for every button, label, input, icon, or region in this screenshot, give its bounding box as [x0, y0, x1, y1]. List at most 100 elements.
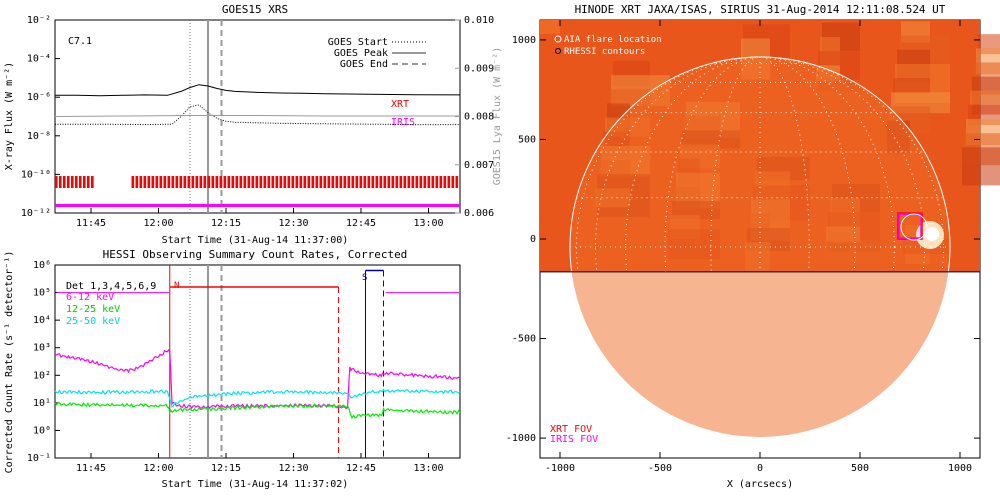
hessi-panel: HESSI Observing Summary Count Rates, Cor…	[4, 248, 461, 490]
xrt-aia-flare-marker	[900, 213, 928, 241]
goes-xrt-coverage-tick	[187, 176, 191, 188]
goes-xrt-coverage-tick	[359, 176, 363, 188]
goes-xrt-coverage-tick	[159, 176, 163, 188]
goes-xrt-coverage-tick	[291, 176, 295, 188]
goes-xrt-coverage-tick	[247, 176, 251, 188]
hessi-ytick-label: 10¹	[33, 398, 51, 409]
goes-xrt-coverage-tick	[75, 176, 78, 188]
hessi-title: HESSI Observing Summary Count Rates, Cor…	[103, 248, 408, 261]
hessi-ytick-label: 10⁵	[33, 288, 51, 299]
goes-y2tick-label: 0.009	[464, 63, 494, 74]
goes-xrt-coverage-tick	[363, 176, 367, 188]
xrt-texture-patch	[893, 78, 930, 94]
goes-xrt-coverage-tick	[383, 176, 387, 188]
goes-legend-peak: GOES Peak	[334, 48, 388, 59]
goes-xrt-coverage-tick	[263, 176, 267, 188]
goes-xrt-coverage-tick	[235, 176, 239, 188]
goes-y2tick-label: 0.008	[464, 112, 494, 123]
xrt-panel: HINODE XRT JAXA/ISAS, SIRIUS 31-Aug-2014…	[506, 3, 1000, 490]
xrt-legend-aia-symbol	[554, 35, 562, 43]
hessi-marker-s: S	[362, 273, 367, 283]
hessi-xtick-label: 12:00	[143, 463, 173, 474]
goes-xrt-coverage-tick	[59, 176, 62, 188]
hessi-xtick-label: 12:30	[278, 463, 308, 474]
goes-xrt-coverage-tick	[395, 176, 399, 188]
goes-legend-start: GOES Start	[328, 37, 388, 48]
goes-xrt-coverage-tick	[239, 176, 243, 188]
goes-xrt-coverage-tick	[447, 176, 451, 188]
hessi-ylabel: Corrected Count Rate (s⁻¹ detector⁻¹)	[4, 251, 15, 474]
goes-xrt-coverage-tick	[71, 176, 74, 188]
xrt-lon-line	[710, 56, 810, 272]
xrt-fov-iris-label: IRIS FOV	[550, 434, 598, 445]
goes-series-2	[54, 115, 460, 117]
goes-xrt-coverage-tick	[335, 176, 339, 188]
goes-iris-coverage-bar	[55, 204, 460, 207]
hessi-xtick-label: 12:45	[346, 463, 376, 474]
goes-xrt-coverage-tick	[175, 176, 179, 188]
goes-xlabel: Start Time (31-Aug-14 11:37:00)	[162, 235, 349, 246]
goes-xrt-coverage-tick	[379, 176, 383, 188]
goes-label-iris: IRIS	[391, 117, 415, 128]
goes-xrt-coverage-tick	[375, 176, 379, 188]
hessi-legend-b3: 25-50 keV	[66, 316, 120, 327]
goes-legend-end: GOES End	[340, 59, 388, 70]
xrt-xtick-label: 1000	[948, 463, 972, 474]
hessi-ytick-label: 10⁶	[33, 260, 51, 271]
goes-xrt-coverage-tick	[439, 176, 443, 188]
goes-xrt-coverage-tick	[391, 176, 395, 188]
goes-xrt-coverage-tick	[91, 176, 94, 188]
xrt-ytick-label: 500	[518, 134, 536, 145]
goes-ytick-label: 10⁻¹²	[21, 208, 51, 219]
goes-xrt-coverage-tick	[143, 176, 147, 188]
xrt-axes: -1000 -1000 -500 -500 0 0 500 500 1000 1000	[506, 20, 980, 474]
goes-xtick-label: 12:30	[278, 218, 308, 229]
goes-xrt-coverage-tick	[67, 176, 70, 188]
goes-xrt-coverage-tick	[455, 176, 459, 188]
goes-xrt-coverage-tick	[371, 176, 375, 188]
xrt-lon-line	[625, 56, 895, 272]
goes-xtick-label: 12:45	[346, 218, 376, 229]
hessi-legend-b2: 12-25 keV	[66, 304, 120, 315]
goes-xrt-coverage-tick	[135, 176, 139, 188]
xrt-xlabel: X (arcsecs)	[727, 479, 793, 490]
xrt-legend-rhessi-symbol	[555, 48, 561, 54]
xrt-xtick-label: 0	[757, 463, 763, 474]
goes-xrt-coverage-tick	[283, 176, 287, 188]
goes-xrt-coverage-tick	[131, 176, 135, 188]
hessi-series-1	[54, 401, 461, 420]
hessi-xlabel: Start Time (31-Aug-14 11:37:02)	[162, 479, 349, 490]
goes-xrt-coverage-tick	[227, 176, 231, 188]
goes-xrt-coverage-tick	[443, 176, 447, 188]
goes-xtick-label: 12:15	[211, 218, 241, 229]
goes-xrt-coverage-tick	[331, 176, 335, 188]
goes-xrt-coverage-tick	[339, 176, 343, 188]
goes-xrt-coverage-tick	[343, 176, 347, 188]
goes-ytick-label: 10⁻²	[27, 15, 51, 26]
goes-xrt-coverage-tick	[431, 176, 435, 188]
goes-xrt-coverage-tick	[251, 176, 255, 188]
goes-xrt-coverage-tick	[255, 176, 259, 188]
hessi-ytick-label: 10⁻¹	[27, 453, 51, 464]
goes-xrt-coverage-tick	[323, 176, 327, 188]
xrt-texture-patch	[962, 147, 1000, 186]
goes-ytick-label: 10⁻⁶	[27, 92, 51, 103]
goes-xrt-coverage-tick	[303, 176, 307, 188]
goes-xrt-coverage-tick	[351, 176, 355, 188]
hessi-legend-b1: 6-12 keV	[66, 292, 114, 303]
goes-xrt-coverage-tick	[195, 176, 199, 188]
goes-flare-class: C7.1	[68, 36, 92, 47]
goes-xrt-coverage-tick	[415, 176, 419, 188]
hessi-ytick-label: 10⁰	[33, 425, 51, 436]
hessi-ytick-label: 10²	[33, 370, 51, 381]
goes-xrt-coverage-tick	[207, 176, 211, 188]
goes-xrt-coverage-tick	[163, 176, 167, 188]
xrt-lon-line	[664, 56, 856, 272]
goes-label-xrt: XRT	[391, 99, 409, 110]
xrt-xtick-label: 500	[851, 463, 869, 474]
goes-ytick-label: 10⁻⁴	[27, 54, 51, 65]
goes-marks: 10⁻¹² 10⁻¹⁰ 10⁻⁸ 10⁻⁶ 10⁻⁴ 10⁻² 0.006 0.007 0.00…	[21, 15, 494, 229]
goes-xtick-label: 11:45	[76, 218, 106, 229]
goes-xrt-coverage-tick	[219, 176, 223, 188]
